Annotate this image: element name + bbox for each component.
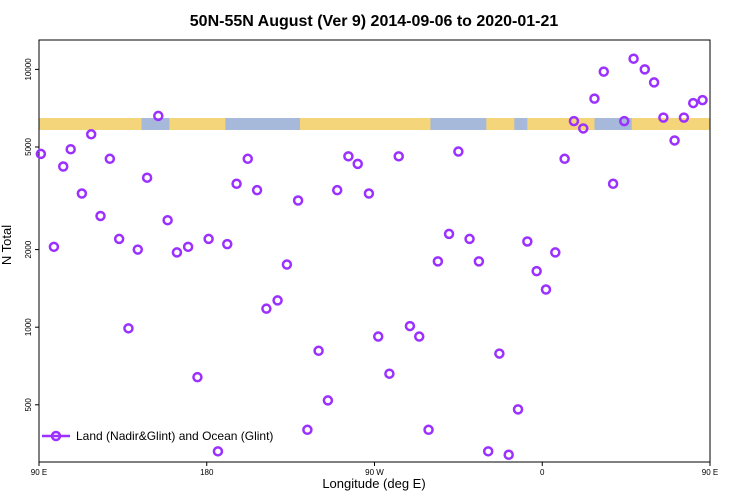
data-point — [473, 256, 485, 267]
data-point — [203, 233, 214, 245]
y-tick-label: 1000 — [24, 318, 33, 336]
land-segment — [299, 118, 431, 130]
x-tick-label: 90 W — [365, 468, 384, 477]
y-axis-label: N Total — [0, 225, 14, 265]
data-point — [171, 247, 183, 258]
land-ocean-strip — [39, 118, 710, 130]
data-point — [272, 295, 283, 306]
data-point — [384, 368, 395, 379]
x-tick-label: 90 E — [702, 468, 718, 477]
chart-title: 50N-55N August (Ver 9) 2014-09-06 to 202… — [190, 13, 559, 30]
data-point — [589, 93, 600, 104]
data-point — [522, 236, 533, 247]
data-point — [141, 172, 153, 183]
data-point — [302, 424, 313, 436]
data-point — [212, 446, 224, 457]
data-point — [292, 195, 304, 206]
data-point — [372, 331, 384, 342]
data-point — [65, 143, 76, 155]
data-point — [531, 265, 542, 277]
data-point — [453, 146, 464, 157]
land-segment — [39, 118, 142, 130]
data-point — [550, 247, 561, 258]
land-segment — [631, 118, 710, 130]
data-point — [559, 153, 570, 165]
data-point — [678, 112, 690, 123]
scatter-series — [35, 53, 708, 461]
data-point — [251, 184, 263, 196]
data-point — [113, 233, 125, 245]
x-axis-label: Longitude (deg E) — [322, 476, 425, 491]
data-point — [639, 64, 651, 75]
legend: Land (Nadir&Glint) and Ocean (Glint) — [42, 429, 273, 443]
land-segment — [169, 118, 226, 130]
data-point — [598, 66, 610, 77]
data-point — [222, 238, 233, 250]
data-point — [578, 123, 589, 134]
data-point — [432, 256, 444, 267]
data-point — [619, 115, 630, 127]
data-point — [404, 320, 416, 332]
data-point — [85, 129, 97, 140]
legend-marker — [50, 430, 62, 442]
data-point — [153, 110, 164, 122]
data-point — [363, 188, 375, 199]
x-tick-label: 90 E — [31, 468, 47, 477]
data-point — [48, 241, 60, 253]
data-point — [35, 148, 47, 160]
data-point — [393, 151, 404, 162]
data-point — [568, 115, 580, 127]
data-point — [482, 446, 494, 457]
data-point — [413, 331, 425, 342]
data-point — [76, 188, 88, 199]
data-point — [423, 424, 434, 436]
data-point — [123, 323, 134, 334]
data-point — [658, 112, 669, 123]
y-axis: 500 1000 2000 5000 10000 — [24, 58, 39, 412]
y-tick-label: 10000 — [24, 58, 33, 81]
data-point — [95, 210, 106, 222]
data-point — [697, 94, 708, 106]
data-point — [132, 244, 144, 255]
data-point — [607, 178, 619, 190]
data-point — [57, 161, 69, 172]
data-point — [503, 449, 514, 461]
data-point — [261, 303, 272, 314]
data-point — [182, 241, 194, 253]
data-point — [104, 153, 116, 165]
data-point — [443, 228, 455, 240]
data-point — [669, 135, 680, 146]
data-point — [628, 53, 639, 64]
y-tick-label: 500 — [24, 398, 33, 412]
data-point — [242, 153, 254, 165]
y-tick-label: 2000 — [24, 240, 33, 258]
legend-label: Land (Nadir&Glint) and Ocean (Glint) — [76, 429, 273, 443]
data-point — [687, 97, 699, 109]
y-tick-label: 5000 — [24, 138, 33, 156]
data-point — [352, 158, 363, 170]
data-point — [343, 151, 354, 162]
data-point — [512, 404, 524, 415]
data-point — [464, 233, 475, 245]
data-point — [162, 214, 173, 226]
data-point — [313, 345, 324, 357]
data-point — [281, 259, 293, 270]
x-axis: 90 E 180 90 W 0 90 E — [31, 462, 718, 477]
data-point — [322, 395, 334, 406]
data-point — [231, 178, 242, 190]
plot-frame — [38, 39, 711, 463]
data-point — [192, 371, 203, 383]
x-tick-label: 180 — [200, 468, 214, 477]
data-point — [494, 348, 505, 359]
data-point — [331, 184, 343, 196]
land-segment — [486, 118, 515, 130]
data-point — [648, 77, 660, 88]
x-tick-label: 0 — [540, 468, 545, 477]
data-point — [540, 284, 552, 295]
